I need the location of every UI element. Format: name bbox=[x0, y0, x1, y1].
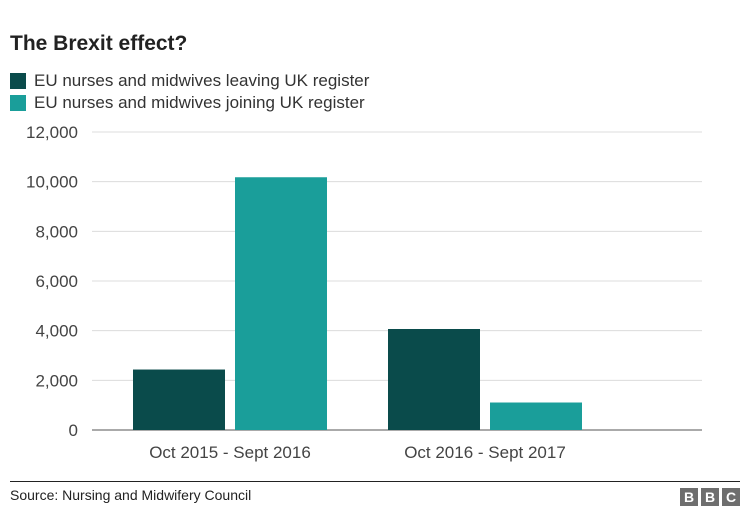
y-tick-label: 0 bbox=[69, 421, 78, 440]
footer-divider bbox=[10, 481, 740, 482]
bbc-logo-letter: B bbox=[680, 488, 698, 506]
legend-item-leaving: EU nurses and midwives leaving UK regist… bbox=[10, 70, 369, 92]
chart-title: The Brexit effect? bbox=[10, 32, 188, 55]
y-tick-label: 6,000 bbox=[35, 272, 78, 291]
legend: EU nurses and midwives leaving UK regist… bbox=[10, 70, 369, 114]
x-tick-label: Oct 2015 - Sept 2016 bbox=[149, 443, 311, 462]
bbc-logo-letter: B bbox=[701, 488, 719, 506]
legend-label-joining: EU nurses and midwives joining UK regist… bbox=[34, 93, 365, 112]
bar-leaving bbox=[133, 369, 225, 430]
y-tick-label: 2,000 bbox=[35, 371, 78, 390]
bar-joining bbox=[235, 177, 327, 430]
x-tick-label: Oct 2016 - Sept 2017 bbox=[404, 443, 566, 462]
y-tick-label: 4,000 bbox=[35, 322, 78, 341]
y-tick-label: 8,000 bbox=[35, 222, 78, 241]
legend-swatch-joining bbox=[10, 95, 26, 111]
bbc-logo: B B C bbox=[680, 488, 740, 506]
source-note: Source: Nursing and Midwifery Council bbox=[10, 487, 252, 503]
bar-joining bbox=[490, 402, 582, 430]
bar-leaving bbox=[388, 329, 480, 430]
bbc-logo-letter: C bbox=[722, 488, 740, 506]
legend-label-leaving: EU nurses and midwives leaving UK regist… bbox=[34, 71, 370, 90]
legend-swatch-leaving bbox=[10, 73, 26, 89]
y-tick-label: 10,000 bbox=[26, 173, 78, 192]
y-tick-label: 12,000 bbox=[26, 123, 78, 142]
legend-item-joining: EU nurses and midwives joining UK regist… bbox=[10, 92, 369, 114]
